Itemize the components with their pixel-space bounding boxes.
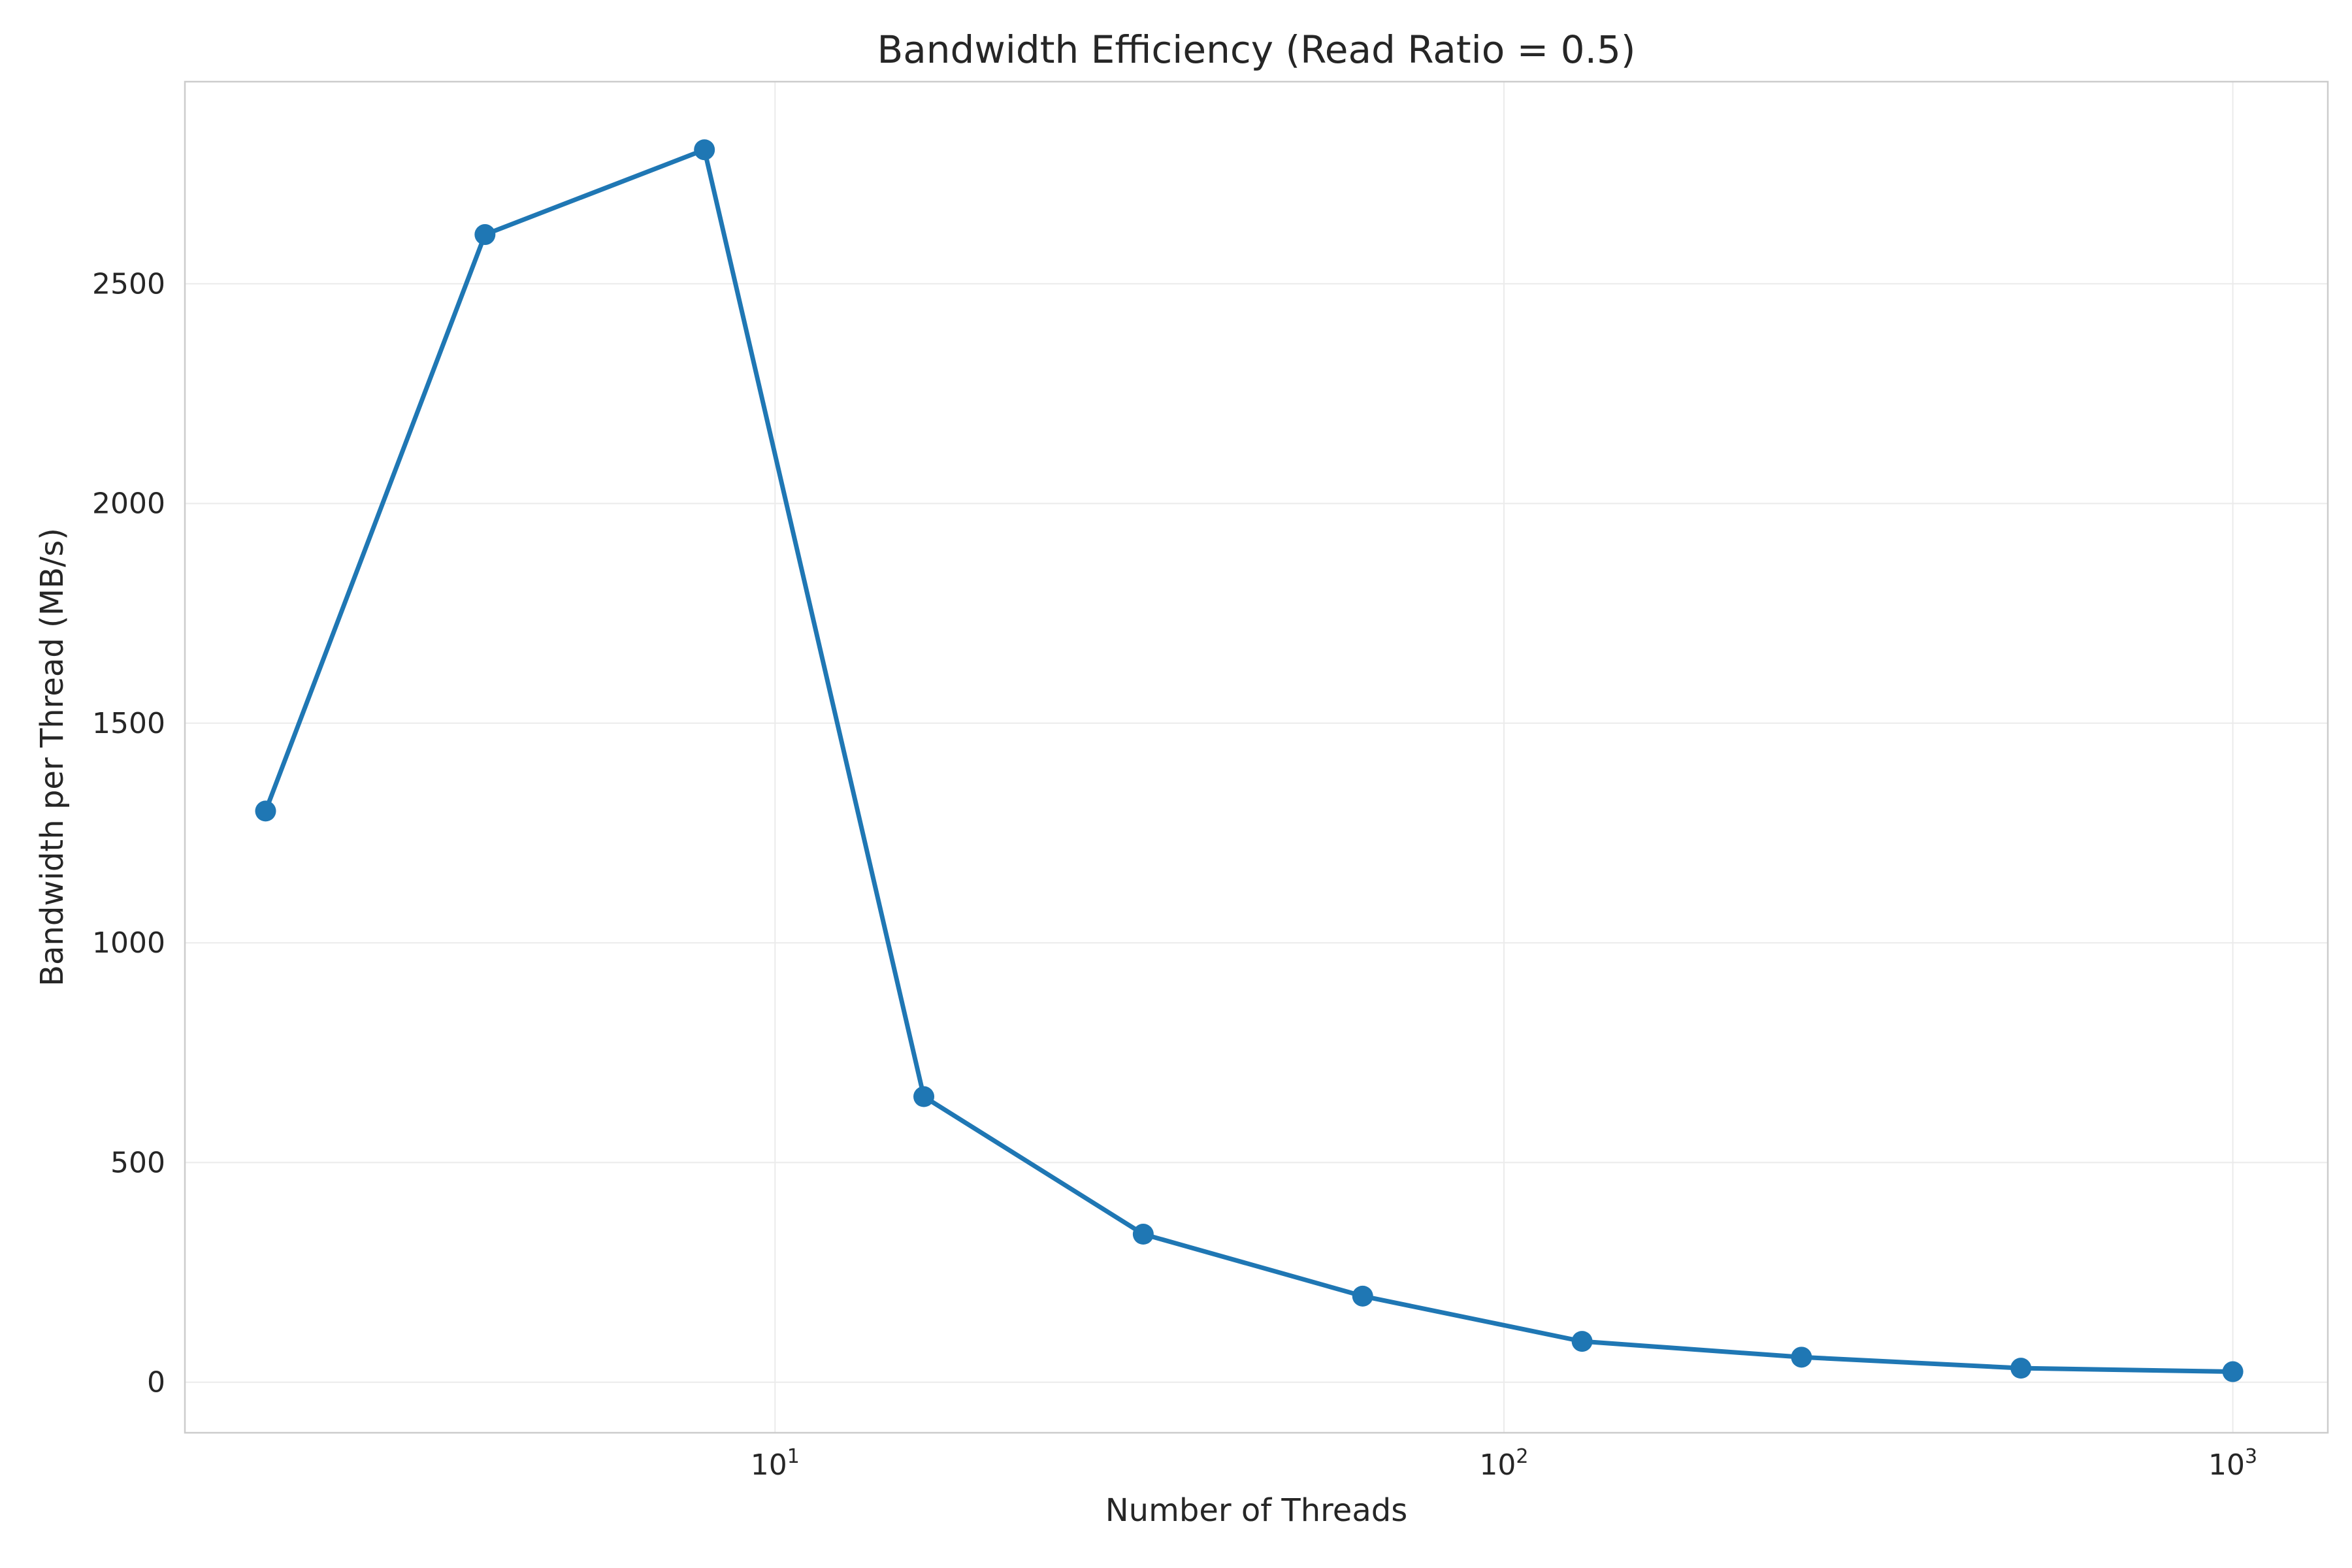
x-tick-label: 103 [2208, 1445, 2257, 1482]
chart-title: Bandwidth Efficiency (Read Ratio = 0.5) [877, 27, 1635, 72]
y-tick-label: 2000 [92, 487, 165, 521]
x-tick-label: 102 [1479, 1445, 1528, 1482]
x-axis-ticks: 101 102 103 [751, 1445, 2257, 1482]
data-point [2010, 1358, 2032, 1379]
y-tick-label: 2500 [92, 267, 165, 301]
series-layer [255, 139, 2244, 1382]
data-point [1571, 1331, 1593, 1352]
data-point [1132, 1224, 1154, 1245]
data-point [474, 224, 496, 246]
data-point [2222, 1361, 2244, 1382]
plot-background [185, 82, 2328, 1433]
y-tick-label: 0 [147, 1366, 165, 1399]
data-point [1352, 1285, 1373, 1307]
y-tick-label: 1000 [92, 926, 165, 960]
grid-lines [185, 82, 2328, 1433]
data-point [694, 139, 715, 161]
data-point [913, 1086, 935, 1107]
data-point [255, 800, 276, 822]
series-line [263, 147, 2236, 1374]
y-axis-ticks: 0 500 1000 1500 2000 2500 [92, 267, 165, 1399]
y-tick-label: 1500 [92, 707, 165, 740]
data-point [1791, 1347, 1812, 1368]
x-tick-label: 101 [751, 1445, 800, 1482]
plot-frame [184, 80, 2329, 1434]
y-tick-label: 500 [110, 1146, 165, 1179]
x-axis-label: Number of Threads [1105, 1492, 1407, 1529]
y-axis-label: Bandwidth per Thread (MB/s) [34, 528, 71, 987]
